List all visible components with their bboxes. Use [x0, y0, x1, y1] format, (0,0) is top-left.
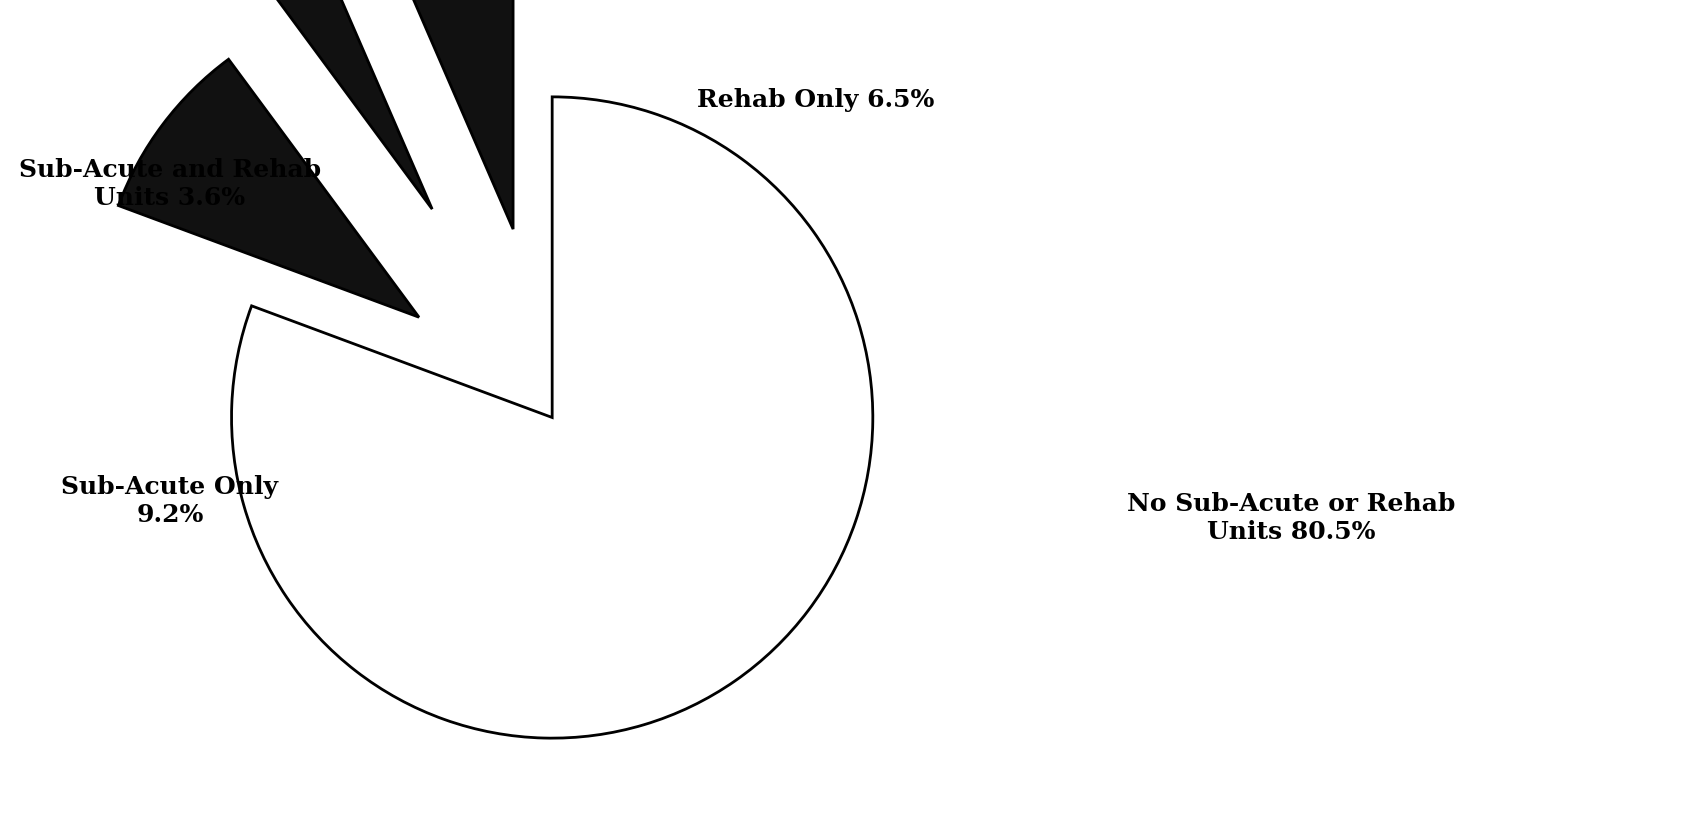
- Wedge shape: [385, 0, 513, 229]
- Text: Rehab Only 6.5%: Rehab Only 6.5%: [696, 89, 934, 112]
- Wedge shape: [231, 97, 873, 738]
- Text: No Sub-Acute or Rehab
Units 80.5%: No Sub-Acute or Rehab Units 80.5%: [1126, 492, 1455, 544]
- Text: Sub-Acute Only
9.2%: Sub-Acute Only 9.2%: [61, 475, 278, 527]
- Text: Sub-Acute and Rehab
Units 3.6%: Sub-Acute and Rehab Units 3.6%: [19, 158, 321, 210]
- Wedge shape: [119, 59, 419, 317]
- Wedge shape: [241, 0, 431, 209]
